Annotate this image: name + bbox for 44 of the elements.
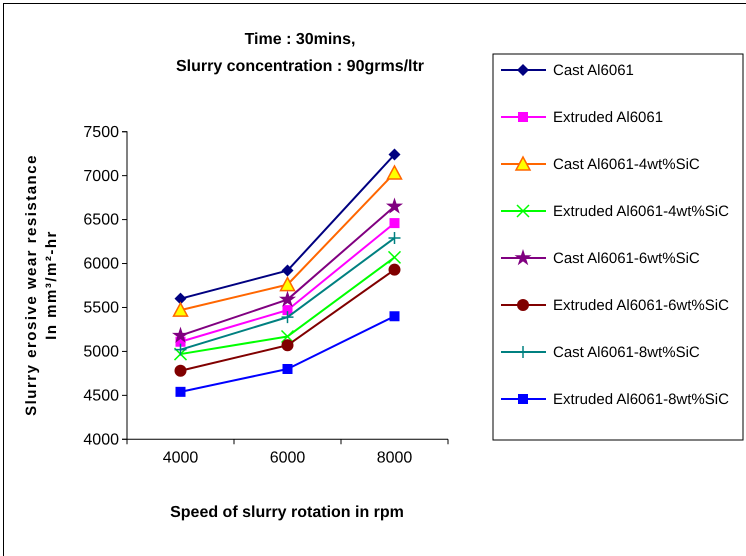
point <box>386 197 404 214</box>
point <box>172 326 190 343</box>
legend-label: Cast Al6061 <box>553 62 634 79</box>
y-tick-label: 5000 <box>83 344 120 361</box>
y-tick-label: 4000 <box>83 431 120 448</box>
point <box>280 310 294 324</box>
legend-label: Extruded Al6061-6wt%SiC <box>553 297 730 314</box>
x-tick-label: 4000 <box>162 450 198 467</box>
point <box>390 218 400 228</box>
point <box>388 264 400 276</box>
point <box>386 165 402 180</box>
point <box>282 339 294 352</box>
y-tick-label: 5500 <box>83 300 120 317</box>
point <box>388 148 400 161</box>
point <box>174 342 188 356</box>
legend-label: Extruded Al6061 <box>553 109 664 126</box>
point <box>172 302 188 317</box>
point <box>282 264 294 277</box>
x-tick-label: 8000 <box>376 450 412 467</box>
legend-label: Extruded Al6061-8wt%SiC <box>553 391 730 408</box>
y-axis-title: Slurry erosive wear resistance In mm³/m²-hr <box>23 154 60 416</box>
point <box>280 276 296 292</box>
y-tick-label: 7000 <box>83 168 120 185</box>
point <box>388 231 402 245</box>
x-axis-title: Speed of slurry rotation in rpm <box>170 504 404 521</box>
x-tick-label: 6000 <box>270 450 306 467</box>
point <box>390 311 400 322</box>
legend-label: Cast Al6061-4wt%SiC <box>553 156 700 173</box>
y-tick-label: 6000 <box>83 256 120 273</box>
legend-label: Extruded Al6061-4wt%SiC <box>553 203 730 220</box>
chart-title: Time : 30mins, Slurry concentration : 90grms/ltr <box>176 31 424 75</box>
point <box>176 386 186 397</box>
point <box>174 364 186 377</box>
legend-label: Cast Al6061-8wt%SiC <box>553 344 700 361</box>
y-tick-label: 7500 <box>83 124 120 141</box>
legend-label: Cast Al6061-6wt%SiC <box>553 250 700 267</box>
point <box>278 290 296 307</box>
point <box>282 364 292 374</box>
y-tick-label: 4500 <box>83 387 120 404</box>
point <box>388 250 402 264</box>
point <box>174 347 188 361</box>
point <box>174 292 186 305</box>
point <box>280 330 294 344</box>
y-tick-label: 6500 <box>83 212 120 229</box>
